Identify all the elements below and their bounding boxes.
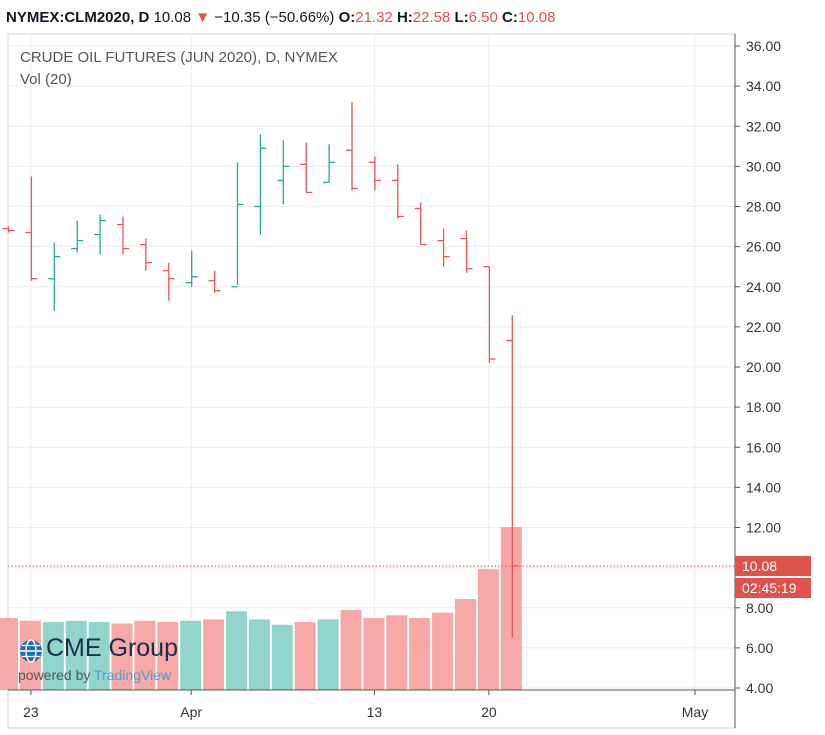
open-value: 21.32 bbox=[355, 9, 393, 26]
volume-bar bbox=[42, 622, 64, 690]
ohlc-bar bbox=[117, 216, 129, 255]
low-value: 6.50 bbox=[468, 9, 498, 26]
y-tick-label: 36.00 bbox=[746, 38, 781, 54]
y-tick-label: 20.00 bbox=[746, 359, 781, 375]
ohlc-bar bbox=[323, 144, 336, 184]
ohlc-bar bbox=[185, 250, 198, 287]
y-tick-label: 6.00 bbox=[746, 640, 773, 656]
powered-by: powered by TradingView bbox=[18, 667, 171, 683]
volume-bar bbox=[88, 622, 110, 690]
volume-bar bbox=[363, 618, 385, 690]
open-label: O: bbox=[338, 9, 356, 26]
down-arrow-icon: ▼ bbox=[195, 9, 211, 26]
volume-bar bbox=[248, 619, 270, 690]
y-tick-label: 32.00 bbox=[746, 118, 781, 134]
ohlc-bar bbox=[94, 214, 107, 255]
y-tick-label: 14.00 bbox=[746, 479, 781, 495]
y-tick-label: 26.00 bbox=[746, 239, 781, 255]
ohlc-bar bbox=[346, 102, 358, 191]
price-tag: 10.08 bbox=[735, 556, 811, 577]
ohlc-bar bbox=[48, 242, 61, 311]
volume-bar bbox=[226, 611, 247, 690]
ohlc-bar bbox=[391, 164, 404, 219]
y-tick-label: 22.00 bbox=[746, 319, 781, 335]
x-tick-label: 13 bbox=[367, 704, 383, 720]
y-tick-label: 16.00 bbox=[746, 439, 781, 455]
x-tick-label: 20 bbox=[481, 704, 497, 720]
ohlc-bar bbox=[208, 270, 221, 293]
ohlc-bar bbox=[254, 134, 267, 235]
y-tick-label: 12.00 bbox=[746, 520, 781, 536]
powered-by-text: powered by bbox=[18, 667, 91, 683]
ohlc-bar bbox=[2, 226, 15, 233]
volume-bars bbox=[0, 527, 522, 690]
volume-bar bbox=[65, 620, 87, 690]
volume-indicator-label: Vol (20) bbox=[20, 71, 72, 88]
ohlc-bar bbox=[414, 202, 427, 246]
high-value: 22.58 bbox=[412, 9, 451, 26]
low-label: L: bbox=[454, 9, 469, 26]
volume-bar bbox=[111, 623, 133, 690]
y-tick-label: 18.00 bbox=[746, 399, 781, 415]
ohlc-bar bbox=[71, 220, 84, 253]
chart-title: CRUDE OIL FUTURES (JUN 2020), D, NYMEX bbox=[20, 49, 338, 66]
ohlc-bar bbox=[162, 262, 175, 301]
ohlc-bar bbox=[231, 162, 244, 288]
y-tick-label: 34.00 bbox=[746, 78, 781, 94]
change-value: −10.35 (−50.66%) bbox=[214, 9, 335, 26]
globe-icon bbox=[20, 639, 42, 663]
close-label: C: bbox=[502, 9, 518, 26]
price-tag-value: 10.08 bbox=[742, 558, 777, 574]
ohlc-bar bbox=[483, 266, 496, 363]
high-label: H: bbox=[396, 9, 413, 26]
volume-bar bbox=[203, 619, 225, 690]
symbol-label: NYMEX:CLM2020, D bbox=[6, 9, 150, 26]
ohlc-bar bbox=[139, 238, 152, 271]
ohlc-bar bbox=[460, 230, 473, 273]
volume-bar bbox=[180, 620, 202, 690]
ohlc-bar bbox=[437, 228, 450, 267]
y-tick-label: 24.00 bbox=[746, 279, 781, 295]
y-tick-label: 8.00 bbox=[746, 600, 773, 616]
y-tick-label: 4.00 bbox=[746, 680, 773, 696]
volume-bar bbox=[409, 618, 431, 690]
ohlc-bar bbox=[300, 142, 313, 194]
x-tick-label: 23 bbox=[23, 704, 39, 720]
ohlc-bars bbox=[2, 102, 735, 638]
volume-bar bbox=[294, 622, 316, 690]
ohlc-bar bbox=[25, 176, 38, 281]
tradingview-link[interactable]: TradingView bbox=[94, 667, 172, 683]
header-bar: NYMEX:CLM2020, D 10.08 ▼ −10.35 (−50.66%… bbox=[6, 9, 555, 26]
volume-bar bbox=[317, 619, 339, 690]
volume-bar bbox=[477, 569, 499, 690]
volume-bar bbox=[340, 609, 362, 690]
volume-bar bbox=[134, 620, 156, 690]
volume-bar bbox=[0, 618, 18, 690]
volume-bar bbox=[455, 598, 476, 690]
last-price: 10.08 bbox=[153, 9, 192, 26]
countdown-tag: 02:45:19 bbox=[735, 578, 811, 599]
ohlc-bar bbox=[277, 140, 290, 205]
volume-bar bbox=[157, 622, 179, 690]
volume-bar bbox=[500, 527, 522, 690]
x-tick-label: May bbox=[682, 704, 708, 720]
countdown-value: 02:45:19 bbox=[742, 580, 797, 596]
logo-name: CME Group bbox=[46, 634, 178, 662]
y-tick-label: 30.00 bbox=[746, 158, 781, 174]
close-value: 10.08 bbox=[517, 9, 556, 26]
x-tick-label: Apr bbox=[180, 704, 202, 720]
volume-bar bbox=[271, 624, 293, 690]
volume-bar bbox=[386, 615, 408, 690]
ohlc-bar bbox=[368, 156, 381, 191]
y-tick-label: 28.00 bbox=[746, 199, 781, 215]
volume-bar bbox=[432, 612, 454, 690]
